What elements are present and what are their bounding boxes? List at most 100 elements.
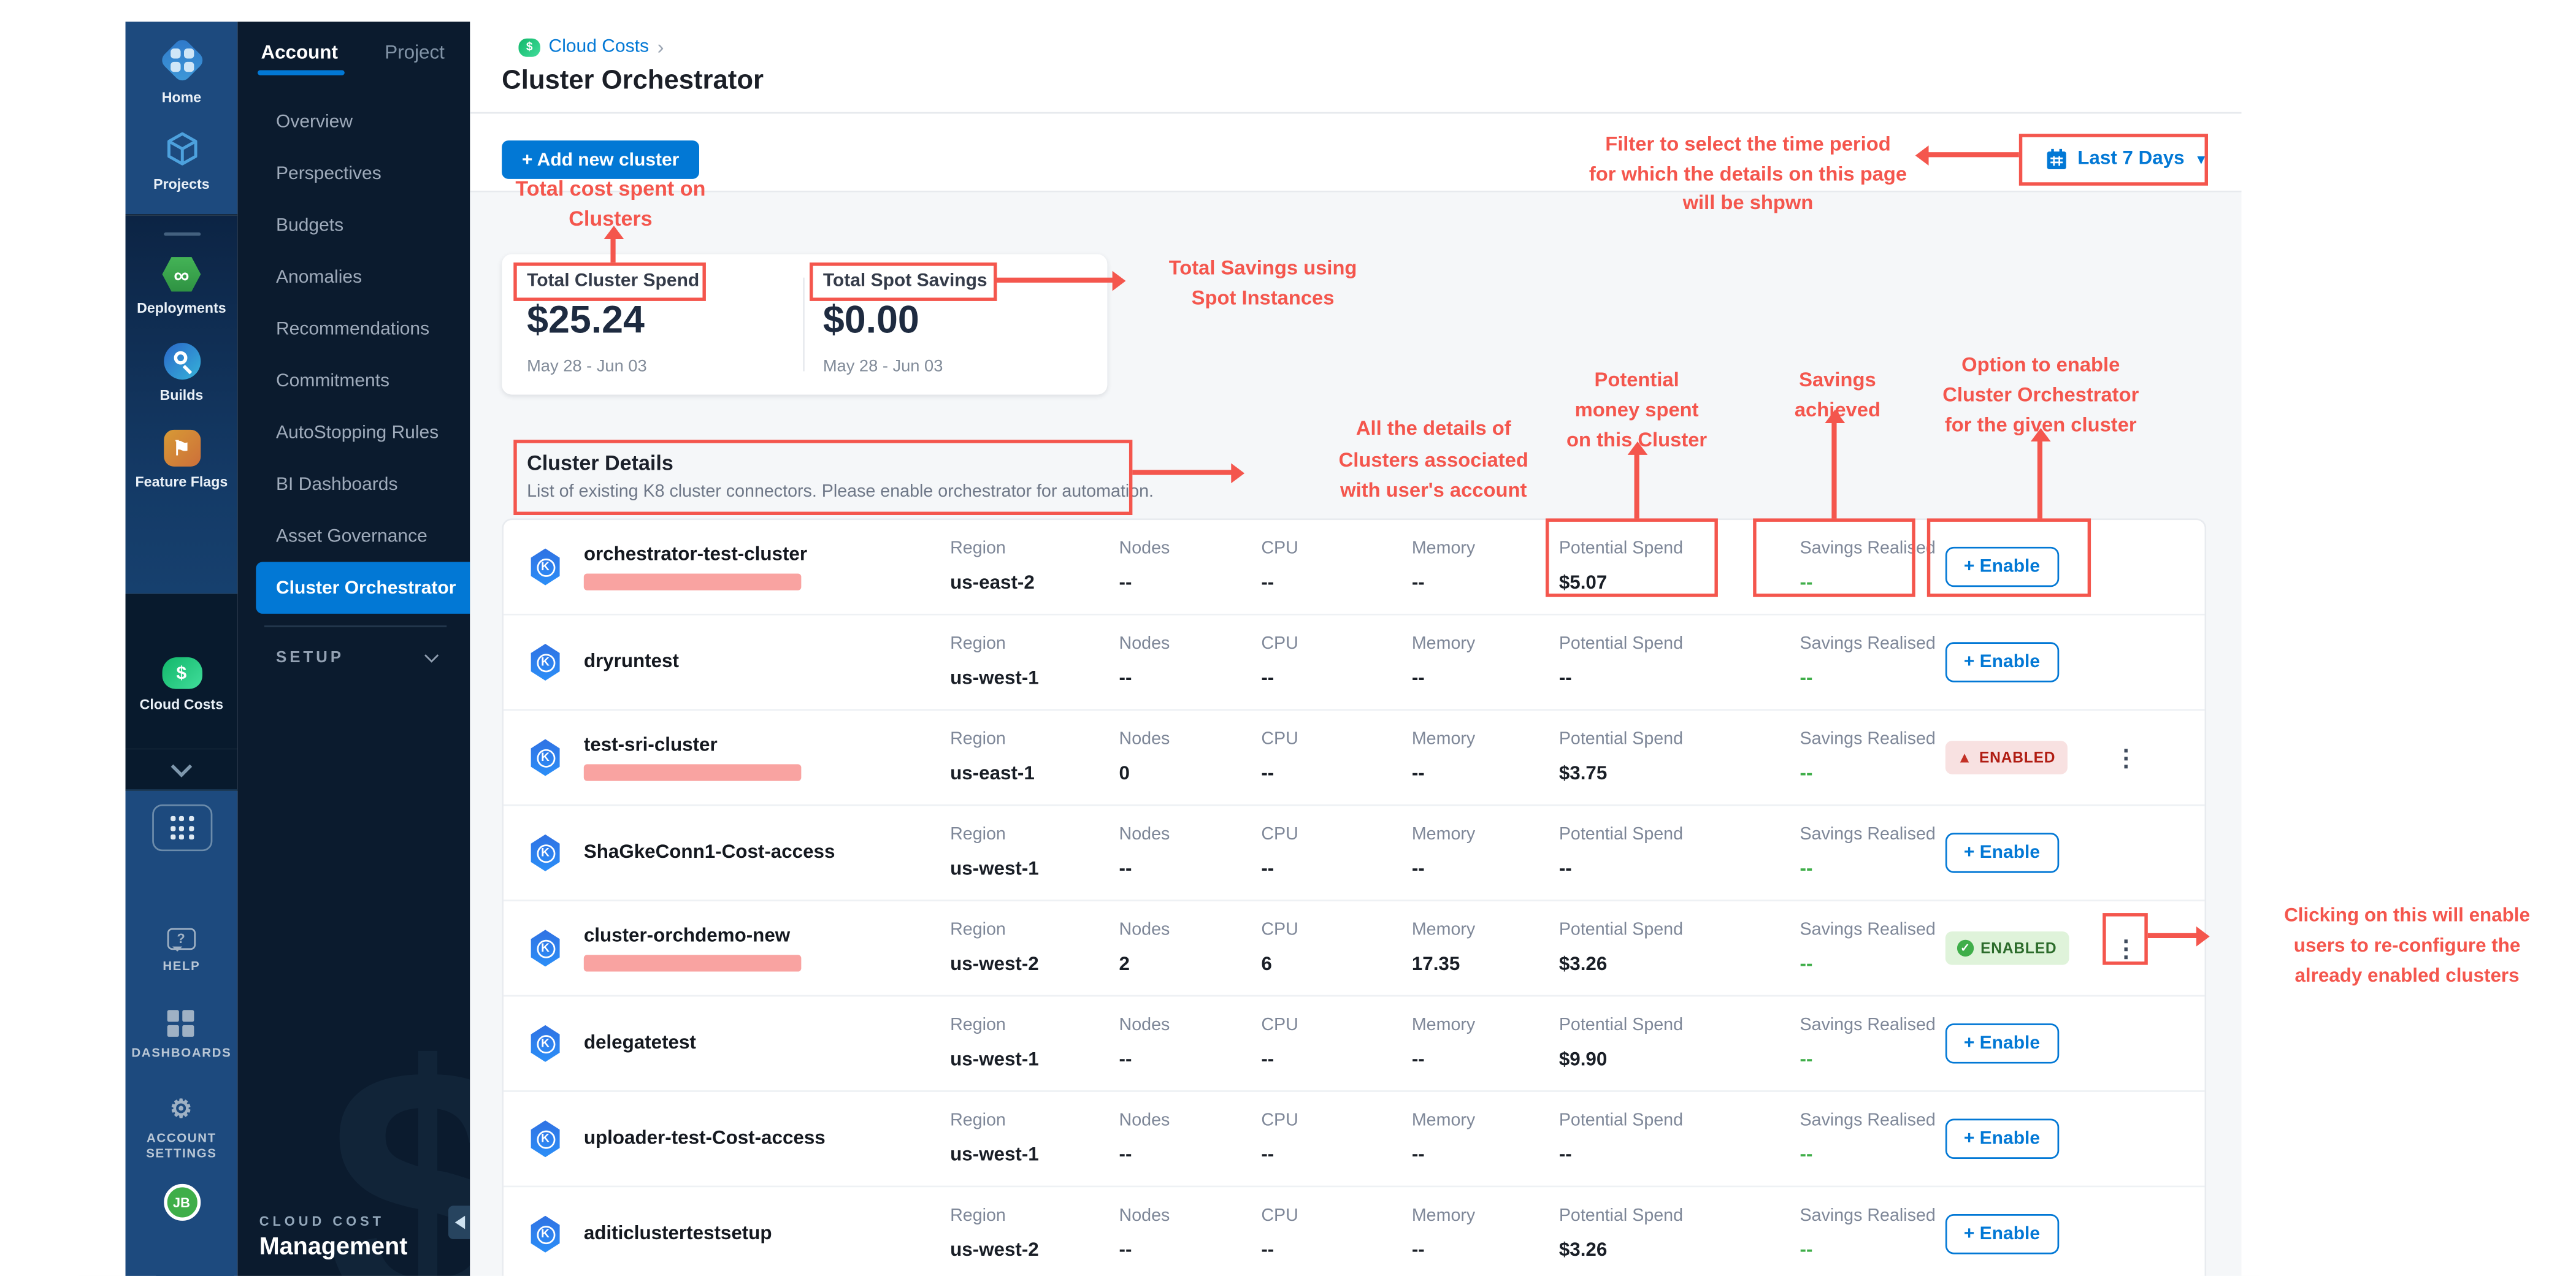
redaction-bar (583, 573, 802, 590)
cpu-label: CPU (1261, 1205, 1298, 1226)
potential-spend-cell: Potential Spend -- (1559, 806, 1683, 900)
savings-realised-label: Savings Realised (1800, 919, 1936, 940)
sidebar-item-dashboards[interactable]: DASHBOARDS (131, 1010, 231, 1060)
cpu-value: -- (1261, 764, 1275, 785)
enabled-ok-badge: ✓ ENABLED (1945, 931, 2069, 965)
rail-section-bottom: ? HELP DASHBOARDS ⚙ ACCOUNT SETTINGS JB (125, 790, 238, 1276)
table-row[interactable]: K delegatetest Region us-west-1 Nodes -- C… (503, 996, 2205, 1092)
caret-down-icon: ▼ (2195, 151, 2208, 167)
kebab-menu-button[interactable]: ⋮ (2114, 934, 2138, 961)
sidebar-item-account-settings[interactable]: ⚙ ACCOUNT SETTINGS (128, 1097, 236, 1161)
sidebar-item-help[interactable]: ? HELP (163, 928, 200, 973)
enable-button[interactable]: + Enable (1945, 546, 2059, 587)
nodes-value: -- (1119, 668, 1132, 689)
sidebar-item-feature-flags[interactable]: ⚑ Feature Flags (126, 429, 238, 490)
sidebar-item-builds[interactable]: Builds (126, 343, 238, 403)
cpu-cell: CPU -- (1261, 806, 1298, 900)
brand-title: Management (259, 1234, 408, 1261)
table-row[interactable]: K dryruntest Region us-west-1 Nodes -- CPU… (503, 615, 2205, 711)
cloud-costs-breadcrumb-icon: $ (518, 37, 540, 56)
subnav-item-bi-dashboards[interactable]: BI Dashboards (237, 458, 470, 510)
enable-button[interactable]: + Enable (1945, 1023, 2059, 1064)
region-value: us-west-1 (950, 1145, 1039, 1166)
subnav-setup[interactable]: SETUP (237, 627, 470, 667)
rail-collapse-row[interactable] (125, 749, 238, 791)
kebab-menu-button[interactable]: ⋮ (2114, 743, 2138, 770)
subnav-item-commitments[interactable]: Commitments (237, 354, 470, 407)
table-row[interactable]: K uploader-test-Cost-access Region us-wes… (503, 1091, 2205, 1188)
sidebar-item-projects[interactable]: Projects (126, 129, 238, 193)
toolbar-divider (470, 190, 2242, 193)
module-label: Projects (153, 175, 210, 193)
subnav-item-recommendations[interactable]: Recommendations (237, 303, 470, 355)
table-row[interactable]: K ShaGkeConn1-Cost-access Region us-west-… (503, 806, 2205, 901)
sidebar-item-cloud-costs[interactable]: $ Cloud Costs (126, 657, 238, 712)
cluster-name-cell: ShaGkeConn1-Cost-access (584, 806, 835, 900)
rail-section-top: Home Projects (125, 21, 238, 215)
breadcrumb-link-cloud-costs[interactable]: Cloud Costs (548, 36, 649, 57)
table-row[interactable]: K aditiclustertestsetup Region us-west-2 … (503, 1187, 2205, 1276)
table-row[interactable]: K orchestrator-test-cluster Region us-eas… (503, 520, 2205, 616)
table-row[interactable]: K test-sri-cluster Region us-east-1 Nodes… (503, 711, 2205, 806)
total-cluster-spend-value: $25.24 (527, 297, 645, 342)
savings-realised-value: -- (1800, 1240, 1813, 1261)
potential-spend-value: $9.90 (1558, 1050, 1608, 1071)
cluster-details-subtitle: List of existing K8 cluster connectors. … (527, 481, 1154, 502)
nodes-cell: Nodes 0 (1119, 711, 1170, 804)
nodes-cell: Nodes 2 (1119, 901, 1170, 995)
table-row[interactable]: K cluster-orchdemo-new Region us-west-2 N… (503, 901, 2205, 997)
user-avatar[interactable]: JB (163, 1183, 200, 1221)
region-label: Region (950, 1110, 1006, 1131)
tab-account[interactable]: Account (257, 44, 345, 75)
cpu-value: -- (1261, 859, 1275, 880)
chevron-down-icon (171, 755, 193, 777)
memory-cell: Memory -- (1412, 1187, 1475, 1276)
enable-button-label: + Enable (1963, 1033, 2041, 1054)
subnav-item-autostopping-rules[interactable]: AutoStopping Rules (237, 407, 470, 459)
subnav-item-perspectives[interactable]: Perspectives (237, 147, 470, 199)
feature-flags-icon: ⚑ (163, 429, 200, 467)
enable-button[interactable]: + Enable (1945, 1118, 2059, 1159)
subnav-item-overview[interactable]: Overview (237, 95, 470, 147)
cluster-name: cluster-orchdemo-new (583, 925, 791, 946)
subnav-item-budgets[interactable]: Budgets (237, 199, 470, 251)
enable-button[interactable]: + Enable (1945, 833, 2059, 873)
region-cell: Region us-west-2 (950, 1187, 1039, 1276)
nodes-label: Nodes (1119, 729, 1170, 749)
cluster-name-cell: delegatetest (584, 996, 696, 1090)
subnav-item-cluster-orchestrator[interactable]: Cluster Orchestrator (256, 562, 470, 614)
memory-label: Memory (1411, 824, 1476, 845)
subnav-item-anomalies[interactable]: Anomalies (237, 251, 470, 303)
cluster-rows: K orchestrator-test-cluster Region us-eas… (503, 520, 2205, 1276)
subnav-item-label: Cluster Orchestrator (275, 578, 456, 598)
tab-project[interactable]: Project (385, 43, 445, 64)
main-content: $ Cloud Costs › Cluster Orchestrator + A… (470, 21, 2242, 1276)
kubernetes-cluster-icon: K (531, 1215, 560, 1253)
total-spot-savings-value: $0.00 (822, 297, 919, 342)
potential-spend-cell: Potential Spend $9.90 (1559, 996, 1683, 1090)
sidebar-item-home[interactable]: Home (126, 36, 238, 105)
builds-icon (163, 343, 200, 380)
nodes-label: Nodes (1119, 919, 1170, 940)
add-new-cluster-button[interactable]: + Add new cluster (502, 140, 700, 179)
savings-realised-cell: Savings Realised -- (1800, 616, 1936, 709)
memory-value: -- (1411, 1050, 1425, 1071)
cpu-cell: CPU -- (1261, 616, 1298, 709)
date-range-dropdown[interactable]: Last 7 Days ▼ (2030, 139, 2223, 179)
potential-spend-cell: Potential Spend $3.26 (1559, 1187, 1683, 1276)
enable-button[interactable]: + Enable (1945, 642, 2059, 682)
potential-spend-label: Potential Spend (1558, 538, 1684, 559)
region-cell: Region us-east-2 (950, 520, 1035, 614)
savings-realised-cell: Savings Realised -- (1800, 806, 1936, 900)
module-switcher-button[interactable] (151, 804, 212, 852)
cluster-name: ShaGkeConn1-Cost-access (583, 842, 835, 863)
memory-label: Memory (1411, 1110, 1476, 1131)
savings-realised-cell: Savings Realised -- (1800, 520, 1936, 614)
memory-value: -- (1411, 668, 1425, 689)
subnav-collapse-button[interactable] (448, 1205, 470, 1239)
subnav-item-asset-governance[interactable]: Asset Governance (237, 510, 470, 562)
deployments-icon: ∞ (162, 257, 201, 292)
enable-button[interactable]: + Enable (1945, 1213, 2059, 1255)
cpu-label: CPU (1261, 824, 1298, 845)
sidebar-item-deployments[interactable]: ∞ Deployments (126, 256, 238, 316)
